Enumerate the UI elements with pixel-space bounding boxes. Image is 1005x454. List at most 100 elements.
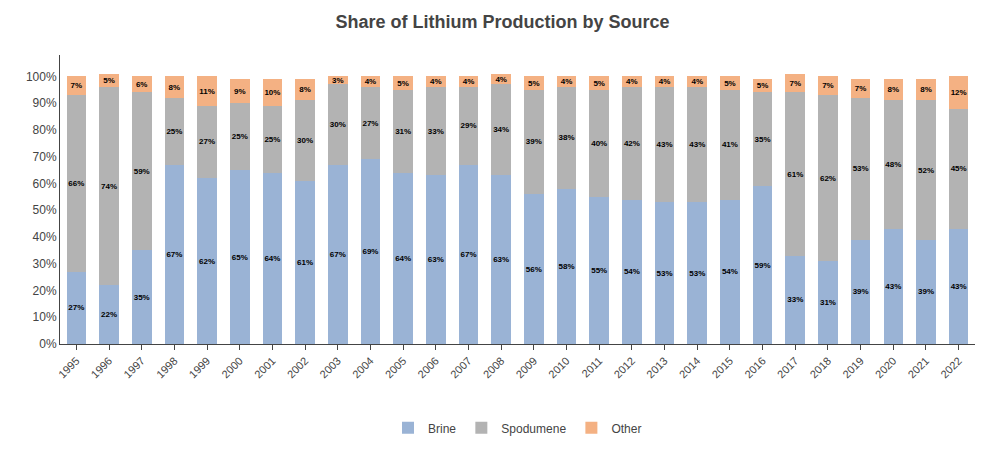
svg-text:7%: 7% bbox=[855, 84, 867, 93]
svg-text:2005: 2005 bbox=[383, 355, 409, 381]
svg-text:54%: 54% bbox=[722, 267, 738, 276]
svg-text:8%: 8% bbox=[169, 83, 181, 92]
svg-text:65%: 65% bbox=[232, 253, 248, 262]
svg-text:27%: 27% bbox=[199, 137, 215, 146]
svg-text:30%: 30% bbox=[33, 257, 57, 271]
svg-text:31%: 31% bbox=[395, 127, 411, 136]
svg-text:43%: 43% bbox=[689, 140, 705, 149]
svg-text:1996: 1996 bbox=[89, 355, 115, 381]
svg-text:39%: 39% bbox=[853, 287, 869, 296]
svg-text:2020: 2020 bbox=[873, 355, 899, 381]
svg-text:2010: 2010 bbox=[546, 355, 572, 381]
svg-text:Share of Lithium Production by: Share of Lithium Production by Source bbox=[335, 12, 669, 32]
svg-text:1995: 1995 bbox=[56, 355, 82, 381]
svg-text:Brine: Brine bbox=[428, 422, 456, 436]
svg-text:64%: 64% bbox=[395, 254, 411, 263]
svg-text:2012: 2012 bbox=[611, 355, 637, 381]
svg-text:53%: 53% bbox=[689, 269, 705, 278]
svg-text:43%: 43% bbox=[657, 140, 673, 149]
svg-text:5%: 5% bbox=[724, 79, 736, 88]
svg-text:35%: 35% bbox=[755, 135, 771, 144]
svg-text:Spodumene: Spodumene bbox=[501, 422, 566, 436]
svg-text:54%: 54% bbox=[624, 267, 640, 276]
svg-text:42%: 42% bbox=[624, 139, 640, 148]
svg-text:53%: 53% bbox=[853, 164, 869, 173]
svg-text:2017: 2017 bbox=[775, 355, 801, 381]
svg-text:4%: 4% bbox=[430, 77, 442, 86]
svg-text:2019: 2019 bbox=[840, 355, 866, 381]
svg-text:2016: 2016 bbox=[742, 355, 768, 381]
svg-text:43%: 43% bbox=[885, 282, 901, 291]
svg-text:59%: 59% bbox=[134, 167, 150, 176]
svg-text:34%: 34% bbox=[493, 125, 509, 134]
svg-text:20%: 20% bbox=[33, 284, 57, 298]
svg-text:39%: 39% bbox=[526, 137, 542, 146]
svg-text:4%: 4% bbox=[691, 77, 703, 86]
svg-text:27%: 27% bbox=[362, 119, 378, 128]
svg-text:8%: 8% bbox=[888, 85, 900, 94]
svg-text:Other: Other bbox=[611, 422, 641, 436]
svg-text:2000: 2000 bbox=[219, 355, 245, 381]
svg-text:27%: 27% bbox=[68, 303, 84, 312]
svg-text:2014: 2014 bbox=[677, 355, 703, 381]
svg-text:100%: 100% bbox=[26, 70, 57, 84]
svg-text:8%: 8% bbox=[920, 85, 932, 94]
svg-text:2013: 2013 bbox=[644, 355, 670, 381]
svg-text:66%: 66% bbox=[68, 179, 84, 188]
svg-text:4%: 4% bbox=[659, 77, 671, 86]
svg-text:40%: 40% bbox=[591, 139, 607, 148]
svg-text:33%: 33% bbox=[428, 127, 444, 136]
svg-text:1999: 1999 bbox=[187, 355, 213, 381]
svg-text:2011: 2011 bbox=[579, 355, 604, 380]
svg-text:5%: 5% bbox=[757, 81, 769, 90]
svg-text:2018: 2018 bbox=[807, 355, 833, 381]
svg-text:41%: 41% bbox=[722, 140, 738, 149]
svg-text:74%: 74% bbox=[101, 182, 117, 191]
svg-text:3%: 3% bbox=[332, 76, 344, 85]
svg-text:64%: 64% bbox=[264, 254, 280, 263]
svg-text:61%: 61% bbox=[787, 170, 803, 179]
svg-text:70%: 70% bbox=[33, 150, 57, 164]
svg-text:5%: 5% bbox=[593, 79, 605, 88]
svg-text:2001: 2001 bbox=[252, 355, 278, 381]
svg-text:4%: 4% bbox=[463, 77, 475, 86]
svg-text:8%: 8% bbox=[299, 85, 311, 94]
svg-text:4%: 4% bbox=[561, 77, 573, 86]
svg-text:53%: 53% bbox=[657, 269, 673, 278]
svg-text:22%: 22% bbox=[101, 310, 117, 319]
svg-text:60%: 60% bbox=[33, 177, 57, 191]
svg-text:2022: 2022 bbox=[938, 355, 964, 381]
svg-text:50%: 50% bbox=[33, 203, 57, 217]
svg-text:4%: 4% bbox=[626, 77, 638, 86]
svg-text:2009: 2009 bbox=[513, 355, 539, 381]
svg-text:10%: 10% bbox=[264, 88, 280, 97]
svg-text:6%: 6% bbox=[136, 80, 148, 89]
svg-text:67%: 67% bbox=[330, 250, 346, 259]
svg-text:56%: 56% bbox=[526, 265, 542, 274]
svg-text:9%: 9% bbox=[234, 87, 246, 96]
svg-text:63%: 63% bbox=[493, 255, 509, 264]
svg-text:5%: 5% bbox=[103, 76, 115, 85]
svg-text:30%: 30% bbox=[297, 136, 313, 145]
svg-text:1998: 1998 bbox=[154, 355, 180, 381]
svg-text:5%: 5% bbox=[528, 79, 540, 88]
svg-text:11%: 11% bbox=[199, 87, 215, 96]
svg-text:52%: 52% bbox=[918, 166, 934, 175]
svg-text:58%: 58% bbox=[559, 262, 575, 271]
svg-text:7%: 7% bbox=[71, 81, 83, 90]
svg-text:48%: 48% bbox=[885, 160, 901, 169]
svg-text:2015: 2015 bbox=[709, 355, 735, 381]
svg-text:69%: 69% bbox=[362, 247, 378, 256]
svg-text:63%: 63% bbox=[428, 255, 444, 264]
svg-text:35%: 35% bbox=[134, 293, 150, 302]
svg-text:39%: 39% bbox=[918, 287, 934, 296]
svg-text:2021: 2021 bbox=[905, 355, 931, 381]
svg-text:90%: 90% bbox=[33, 96, 57, 110]
svg-text:67%: 67% bbox=[460, 250, 476, 259]
svg-text:33%: 33% bbox=[787, 295, 803, 304]
svg-text:2003: 2003 bbox=[317, 355, 343, 381]
svg-text:30%: 30% bbox=[330, 120, 346, 129]
svg-text:5%: 5% bbox=[397, 79, 409, 88]
svg-text:10%: 10% bbox=[33, 310, 57, 324]
svg-text:2007: 2007 bbox=[448, 355, 474, 381]
